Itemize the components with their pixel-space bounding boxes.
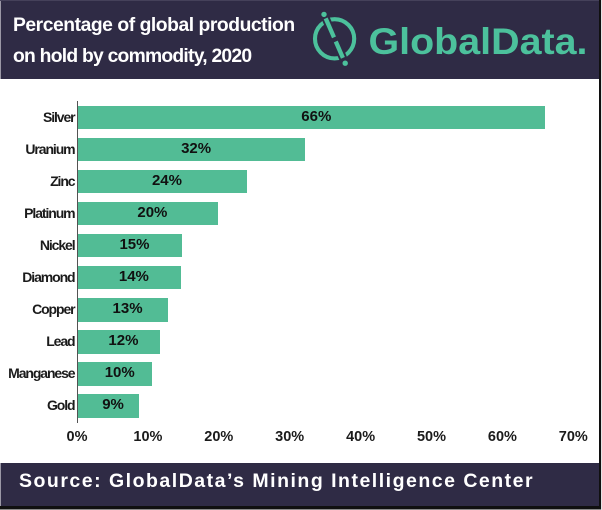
svg-text:GlobalData.: GlobalData. <box>369 20 588 62</box>
